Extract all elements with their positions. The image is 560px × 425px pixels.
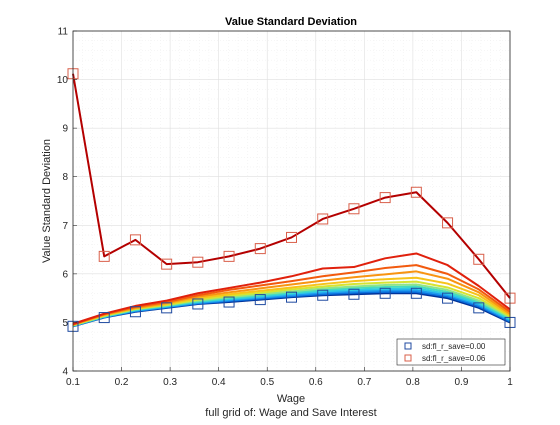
marker-square-1 xyxy=(348,203,360,215)
y-tick-label: 10 xyxy=(57,75,69,86)
marker-square-0 xyxy=(223,296,235,308)
y-axis-label: Value Standard Deviation xyxy=(41,139,53,263)
figure-caption: full grid of: Wage and Save Interest xyxy=(205,407,376,419)
legend-marker-0 xyxy=(404,342,412,350)
marker-square-0 xyxy=(379,287,391,299)
chart-title: Value Standard Deviation xyxy=(225,16,357,28)
y-tick-label: 4 xyxy=(62,367,68,378)
marker-square-0 xyxy=(473,302,485,314)
marker-square-0 xyxy=(192,298,204,310)
grid xyxy=(72,30,511,372)
marker-square-1 xyxy=(223,250,235,262)
marker-square-0 xyxy=(254,294,266,306)
y-tick-label: 9 xyxy=(62,124,68,135)
y-tick-label: 11 xyxy=(58,27,69,38)
marker-square-0 xyxy=(98,312,110,324)
x-tick-label: 0.2 xyxy=(115,377,129,388)
x-tick-label: 0.3 xyxy=(163,377,177,388)
x-tick-label: 0.5 xyxy=(260,377,274,388)
marker-square-1 xyxy=(442,217,454,229)
series-line-9 xyxy=(72,264,511,326)
y-axis-ticks: 4 5 6 7 8 9 10 11 xyxy=(57,27,77,378)
marker-square-0 xyxy=(317,289,329,301)
y-tick-label: 7 xyxy=(62,221,68,232)
plot-box xyxy=(72,30,511,372)
x-tick-label: 0.7 xyxy=(357,377,371,388)
y-tick-label: 5 xyxy=(62,318,68,329)
series-layer xyxy=(72,73,511,328)
x-axis-ticks: 0.1 0.2 0.3 0.4 0.5 0.6 0.7 0.8 0.9 1 xyxy=(66,367,513,388)
legend-box xyxy=(396,338,506,366)
x-tick-label: 0.8 xyxy=(406,377,420,388)
x-tick-label: 0.1 xyxy=(66,377,80,388)
x-axis-label: Wage xyxy=(277,393,305,405)
marker-square-1 xyxy=(410,186,422,198)
marker-square-0 xyxy=(161,302,173,314)
x-tick-label: 1 xyxy=(507,377,513,388)
marker-square-1 xyxy=(129,234,141,246)
marker-square-0 xyxy=(410,287,422,299)
marker-square-0 xyxy=(348,288,360,300)
marker-square-1 xyxy=(192,256,204,268)
marker-square-1 xyxy=(379,192,391,204)
x-tick-label: 0.4 xyxy=(212,377,226,388)
series-line-10 xyxy=(72,252,511,325)
marker-square-0 xyxy=(129,306,141,318)
marker-square-1 xyxy=(161,258,173,270)
series-line-11 xyxy=(72,73,511,299)
marker-square-0 xyxy=(442,292,454,304)
legend-label-0: sd:fl_r_save=0.00 xyxy=(422,342,486,351)
plot-background xyxy=(73,31,510,371)
marker-square-0 xyxy=(286,291,297,303)
legend-label-1: sd:fl_r_save=0.06 xyxy=(422,354,486,363)
marker-square-1 xyxy=(317,213,329,225)
x-tick-label: 0.9 xyxy=(454,377,468,388)
marker-square-1 xyxy=(473,253,485,265)
marker-square-1 xyxy=(286,231,297,243)
y-tick-label: 6 xyxy=(62,269,68,280)
x-tick-label: 0.6 xyxy=(309,377,323,388)
marker-square-1 xyxy=(98,250,110,262)
legend-marker-1 xyxy=(404,354,412,362)
y-tick-label: 8 xyxy=(62,172,68,183)
marker-square-1 xyxy=(254,243,266,255)
legend: sd:fl_r_save=0.00 sd:fl_r_save=0.06 xyxy=(396,338,506,366)
